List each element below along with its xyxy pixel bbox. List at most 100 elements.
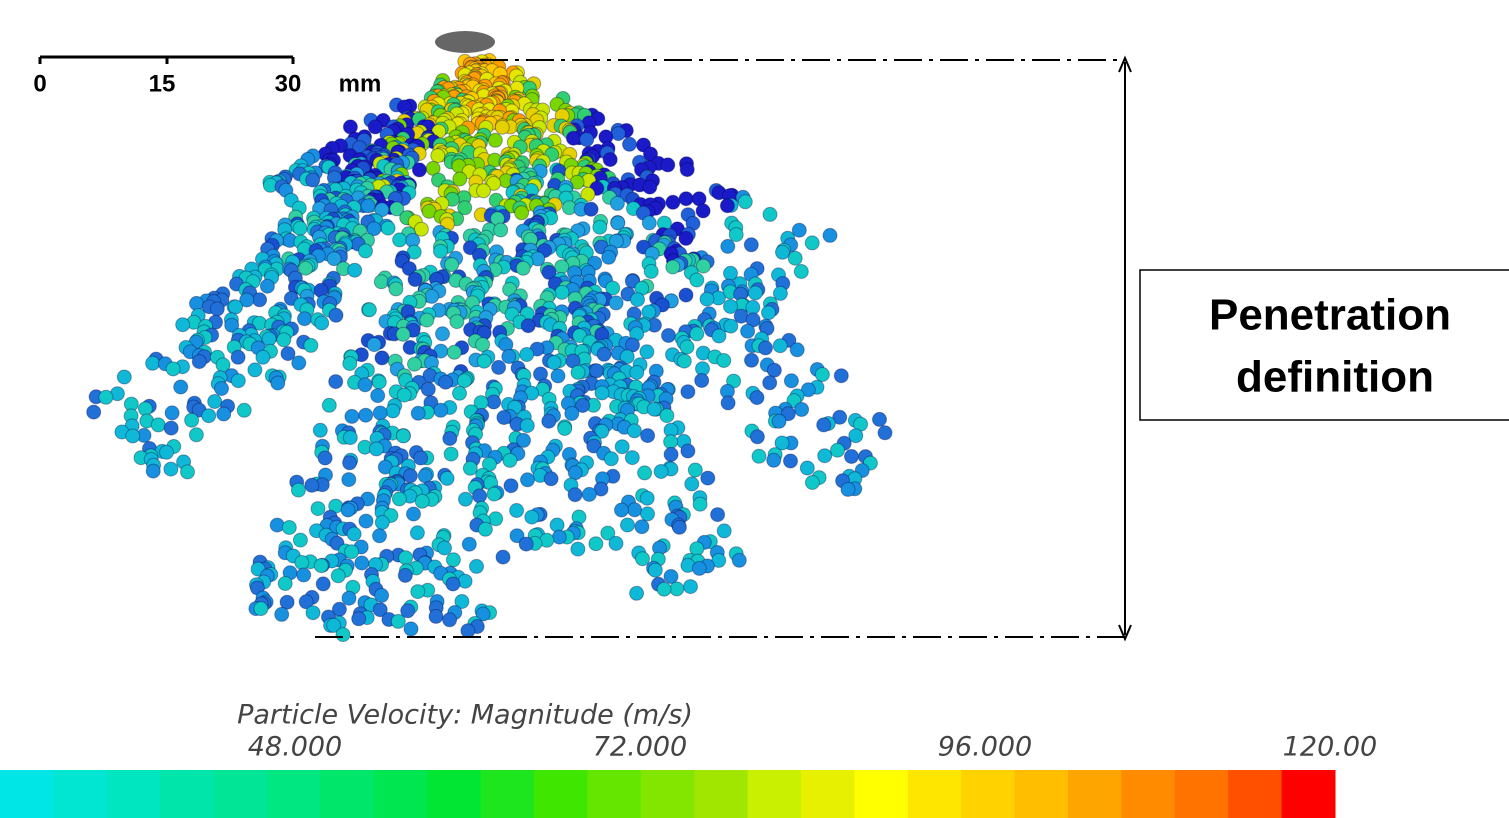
particle	[459, 492, 473, 506]
particle	[453, 386, 467, 400]
particle	[580, 133, 594, 147]
particle	[453, 172, 467, 186]
particle	[425, 289, 439, 303]
particle	[636, 552, 650, 566]
particle	[99, 390, 113, 404]
particle	[661, 158, 675, 172]
particle	[609, 536, 623, 550]
particle	[304, 338, 318, 352]
particle	[750, 430, 764, 444]
particle	[654, 465, 668, 479]
colorbar-swatch	[160, 770, 214, 818]
particle	[189, 428, 203, 442]
particle	[403, 469, 417, 483]
particle	[642, 216, 656, 230]
particle	[630, 366, 644, 380]
particle	[407, 507, 421, 521]
particle	[630, 586, 644, 600]
particle	[487, 487, 501, 501]
particle	[643, 180, 657, 194]
particle	[497, 411, 511, 425]
particle	[773, 286, 787, 300]
particle	[510, 504, 524, 518]
particle	[745, 353, 759, 367]
particle	[555, 285, 569, 299]
particle	[696, 204, 710, 218]
particle	[763, 207, 777, 221]
particle	[638, 466, 652, 480]
particle	[275, 607, 289, 621]
particle	[393, 233, 407, 247]
particle	[628, 503, 642, 517]
particle	[767, 363, 781, 377]
particle	[176, 318, 190, 332]
particle	[374, 275, 388, 289]
particle	[457, 374, 471, 388]
particle	[386, 404, 400, 418]
particle	[759, 341, 773, 355]
particle	[595, 386, 609, 400]
annotation-line: Penetration	[1209, 291, 1451, 340]
particle	[834, 369, 848, 383]
particle	[784, 454, 798, 468]
colorbar-title: Particle Velocity: Magnitude (m/s)	[237, 700, 693, 731]
particle	[355, 556, 369, 570]
particle	[165, 406, 179, 420]
particle	[565, 407, 579, 421]
particle	[815, 368, 829, 382]
particle	[477, 184, 491, 198]
particle	[414, 451, 428, 465]
particle	[762, 306, 776, 320]
particle	[415, 494, 429, 508]
particle	[329, 375, 343, 389]
particle	[571, 542, 585, 556]
particle	[590, 364, 604, 378]
particle	[502, 350, 516, 364]
particle	[520, 419, 534, 433]
figure: Penetration definition 0 15 30 mm Partic…	[0, 0, 1509, 818]
particle	[420, 313, 434, 327]
particle	[439, 375, 453, 389]
particle	[295, 556, 309, 570]
particle	[231, 350, 245, 364]
particle	[436, 327, 450, 341]
particle	[593, 220, 607, 234]
particle	[724, 319, 738, 333]
colorbar-swatch	[854, 770, 908, 818]
particle	[640, 491, 654, 505]
particle	[494, 223, 508, 237]
particle	[555, 260, 569, 274]
particle	[724, 300, 738, 314]
particle	[404, 622, 418, 636]
particle	[721, 396, 735, 410]
particle	[164, 462, 178, 476]
particle	[831, 443, 845, 457]
particle	[185, 413, 199, 427]
colorbar-swatch	[267, 770, 321, 818]
particle	[690, 273, 704, 287]
particle	[681, 385, 695, 399]
colorbar-swatch	[1068, 770, 1122, 818]
particle	[208, 395, 222, 409]
particle	[521, 319, 535, 333]
particle	[495, 120, 509, 134]
colorbar-swatch	[961, 770, 1015, 818]
particle	[521, 473, 535, 487]
particle	[438, 541, 452, 555]
particle	[231, 374, 245, 388]
particle	[348, 263, 362, 277]
particle	[720, 199, 734, 213]
particle	[329, 308, 343, 322]
colorbar-label: 48.000	[248, 732, 342, 763]
particle	[701, 471, 715, 485]
particle	[367, 338, 381, 352]
particle	[434, 244, 448, 258]
particle	[343, 357, 357, 371]
particle	[462, 537, 476, 551]
particle	[342, 591, 356, 605]
particle	[623, 137, 637, 151]
particle	[805, 236, 819, 250]
particle	[711, 508, 725, 522]
particle	[293, 533, 307, 547]
particle	[476, 338, 490, 352]
